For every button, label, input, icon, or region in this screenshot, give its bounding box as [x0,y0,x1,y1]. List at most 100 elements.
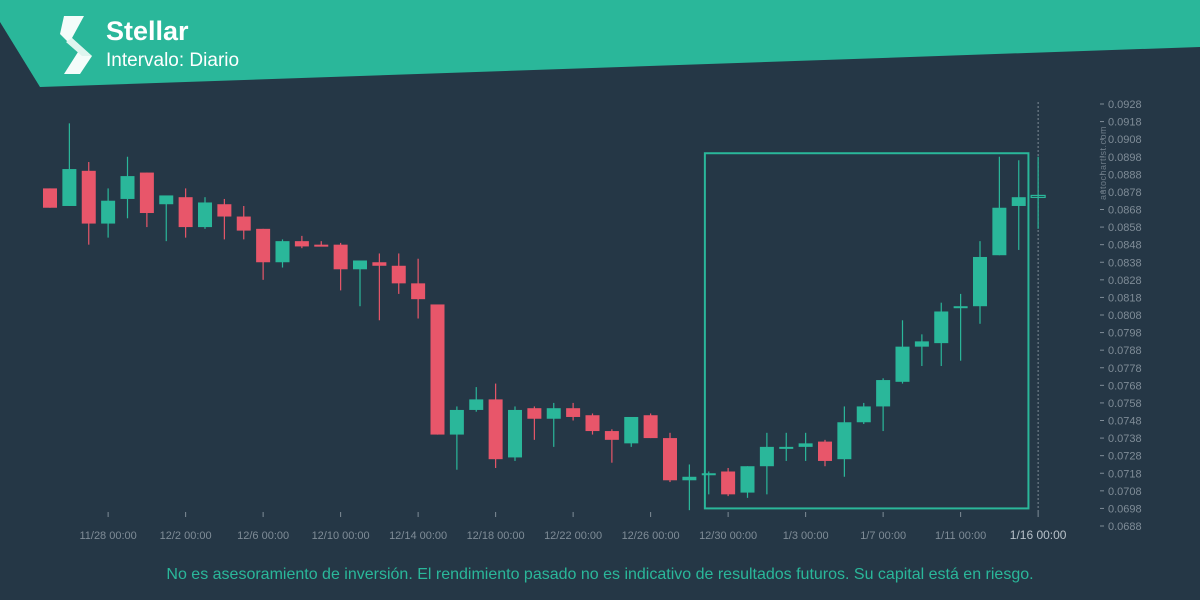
candle [604,429,619,463]
candle-body [294,241,309,247]
candle [314,241,329,247]
candle [1030,156,1046,229]
y-tick-label: 0.0808 [1108,310,1142,322]
candle [159,195,174,242]
candle-body [721,471,736,495]
y-tick-label: 0.0718 [1108,468,1142,480]
candle [469,387,484,412]
y-tick-label: 0.0908 [1108,134,1142,146]
candle-body [372,262,387,266]
y-tick-label: 0.0798 [1108,328,1142,340]
candle [391,253,406,294]
candle-body [798,443,813,447]
candle [353,260,367,307]
candle-body [837,422,852,460]
x-tick-label: 1/3 00:00 [783,530,829,542]
y-tick-label: 0.0838 [1108,257,1142,269]
candle-body [1011,197,1026,206]
header-band-shape [0,0,1200,87]
candle [198,197,212,229]
candle [721,467,736,497]
candle [527,406,542,440]
candle-body [527,408,542,419]
candle-body [953,306,968,309]
y-tick-label: 0.0818 [1108,292,1142,304]
candle [837,406,852,477]
candle-body [391,265,406,284]
candles-group [43,102,1046,512]
candle [953,293,968,361]
candle-body [353,260,367,270]
candle [217,198,232,240]
candle [62,123,77,206]
y-tick-label: 0.0868 [1108,205,1142,217]
x-tick-label: 1/16 00:00 [1010,528,1067,542]
candle [740,466,755,498]
candle-body [139,172,154,214]
candle-body [159,195,174,205]
risk-disclaimer: No es asesoramiento de inversión. El ren… [166,566,1034,583]
candle [818,439,832,467]
candle-body [566,408,581,417]
y-tick-label: 0.0828 [1108,275,1142,287]
candle-body [1030,194,1046,199]
candle-body [604,431,619,440]
candle [275,239,290,268]
candle [372,253,387,321]
candle-body [779,446,794,449]
candle-body [333,244,348,270]
candle [643,413,658,439]
candle-body [682,476,697,481]
candle-body [973,256,987,307]
candle-body [546,408,561,419]
candle [430,304,445,435]
candle [139,172,154,228]
x-tick-label: 12/22 00:00 [544,530,602,542]
candle-body [508,409,522,458]
candle [992,156,1007,256]
candle-body [856,406,871,423]
candle [624,416,639,447]
y-tick-label: 0.0778 [1108,363,1142,375]
autochartist-logo-icon [60,16,92,74]
y-tick-label: 0.0738 [1108,433,1142,445]
x-tick-label: 12/26 00:00 [622,530,680,542]
y-tick-label: 0.0768 [1108,380,1142,392]
candle [178,188,193,238]
candle [411,258,426,319]
candle-body [101,200,116,224]
candle-body [914,341,929,347]
candle [585,413,600,435]
y-tick-label: 0.0788 [1108,345,1142,357]
y-tick-label: 0.0758 [1108,398,1142,410]
candle [914,334,929,366]
candle [856,402,871,425]
y-tick-label: 0.0698 [1108,503,1142,515]
candle-body [256,228,271,263]
candle-body [217,204,232,217]
candle-body [314,244,329,247]
x-tick-label: 12/18 00:00 [467,530,525,542]
candle-body [236,216,251,231]
x-tick-label: 12/2 00:00 [160,530,212,542]
candle [1011,160,1026,250]
candle-body [895,346,910,382]
y-tick-label: 0.0728 [1108,451,1142,463]
candle-body [198,202,212,228]
y-tick-label: 0.0898 [1108,152,1142,164]
x-tick-label: 12/30 00:00 [699,530,757,542]
candle-body [62,169,77,206]
candle [81,162,96,245]
candle [236,205,251,240]
y-tick-label: 0.0878 [1108,187,1142,199]
candle [934,302,949,366]
candle-body [120,176,135,199]
candle [43,188,57,208]
candle [449,406,464,470]
y-tick-label: 0.0848 [1108,240,1142,252]
x-tick-label: 12/14 00:00 [389,530,447,542]
candle [488,383,503,468]
y-tick-label: 0.0688 [1108,521,1142,533]
candle [120,156,135,219]
x-tick-label: 12/6 00:00 [237,530,289,542]
